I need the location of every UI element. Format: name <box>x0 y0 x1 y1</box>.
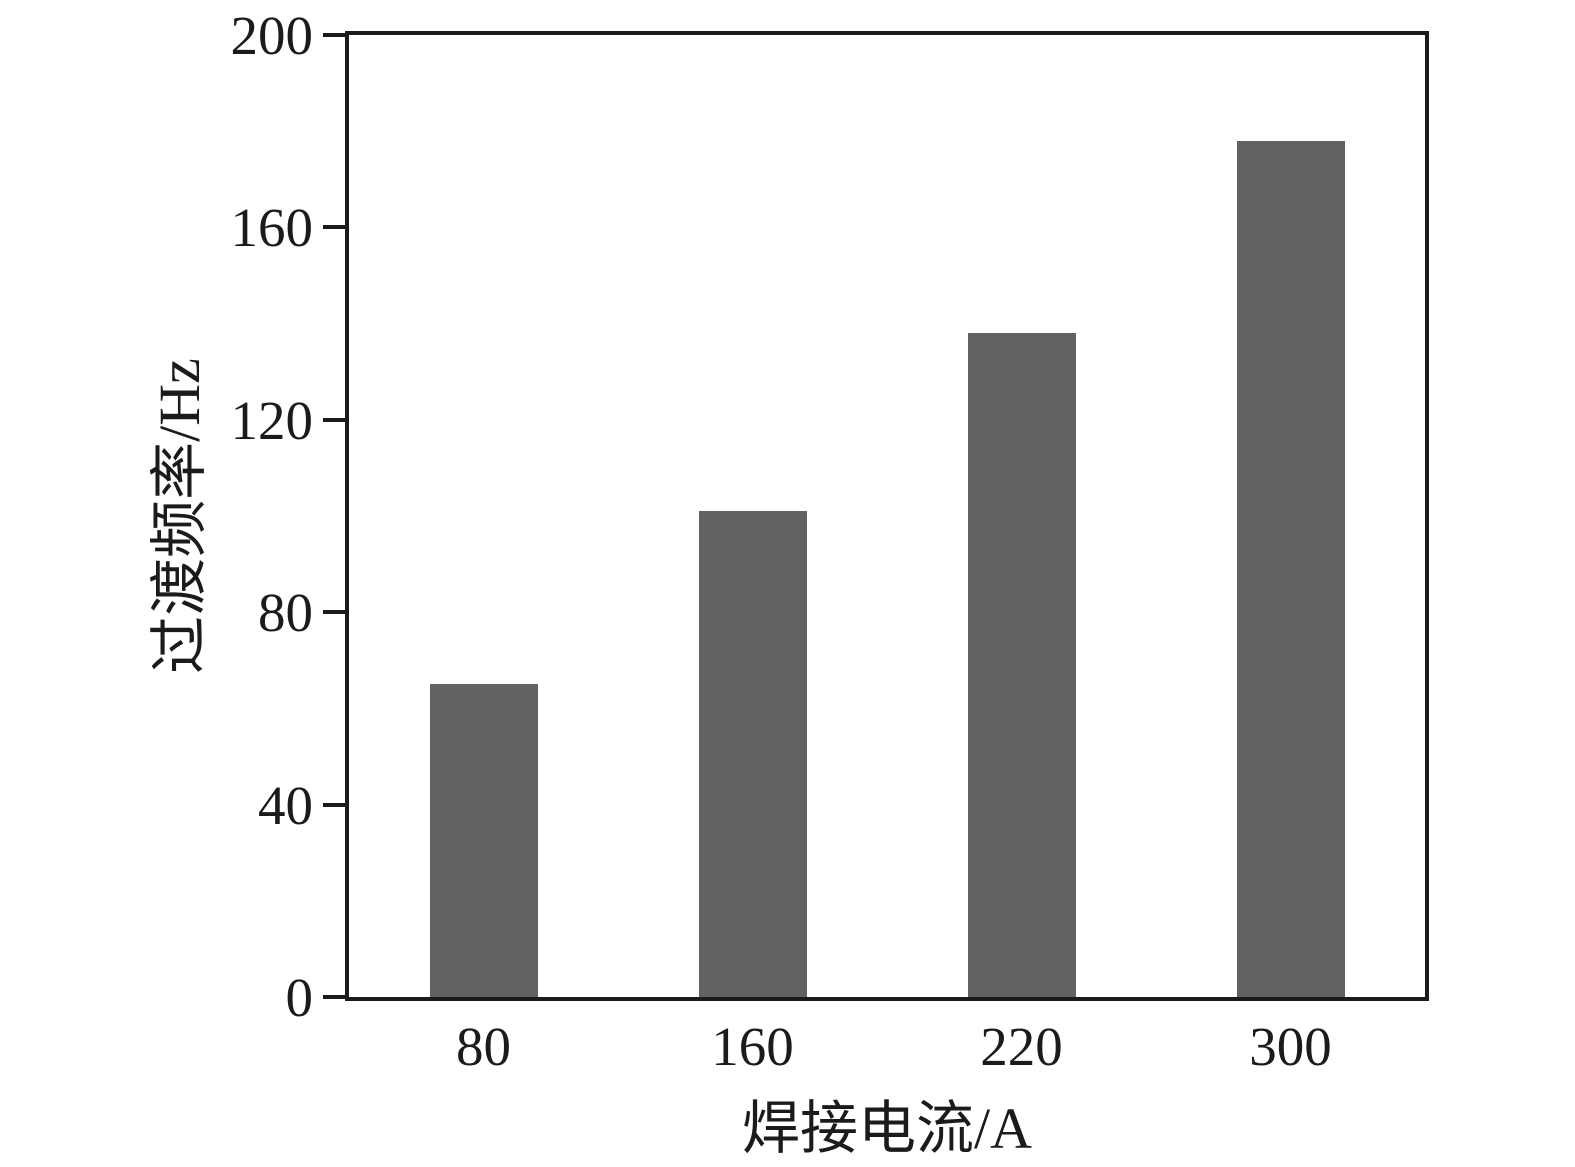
y-tick-label-0: 0 <box>285 967 314 1028</box>
y-tick-label-120: 120 <box>230 389 314 451</box>
y-tick-mark-0 <box>323 995 345 999</box>
y-tick-label-40: 40 <box>258 774 313 836</box>
bar-300 <box>1236 140 1345 997</box>
x-axis-label: 焊接电流/A <box>741 1096 1032 1161</box>
x-tick-label-300: 300 <box>1249 1016 1332 1077</box>
bar-80 <box>429 684 538 997</box>
y-tick-mark-120 <box>323 417 345 422</box>
y-tick-label-80: 80 <box>258 582 313 644</box>
y-tick-label-160: 160 <box>230 197 314 259</box>
y-tick-label-200: 200 <box>230 5 314 66</box>
bar-220 <box>967 333 1076 997</box>
bar-160 <box>698 511 807 997</box>
y-tick-mark-40 <box>323 802 345 807</box>
x-tick-label-160: 160 <box>711 1016 794 1077</box>
y-tick-mark-200 <box>323 33 345 37</box>
y-tick-mark-160 <box>323 225 345 230</box>
x-tick-label-220: 220 <box>980 1016 1063 1077</box>
y-tick-mark-80 <box>323 610 345 615</box>
x-tick-label-80: 80 <box>456 1016 511 1077</box>
plot-area <box>345 31 1429 1001</box>
